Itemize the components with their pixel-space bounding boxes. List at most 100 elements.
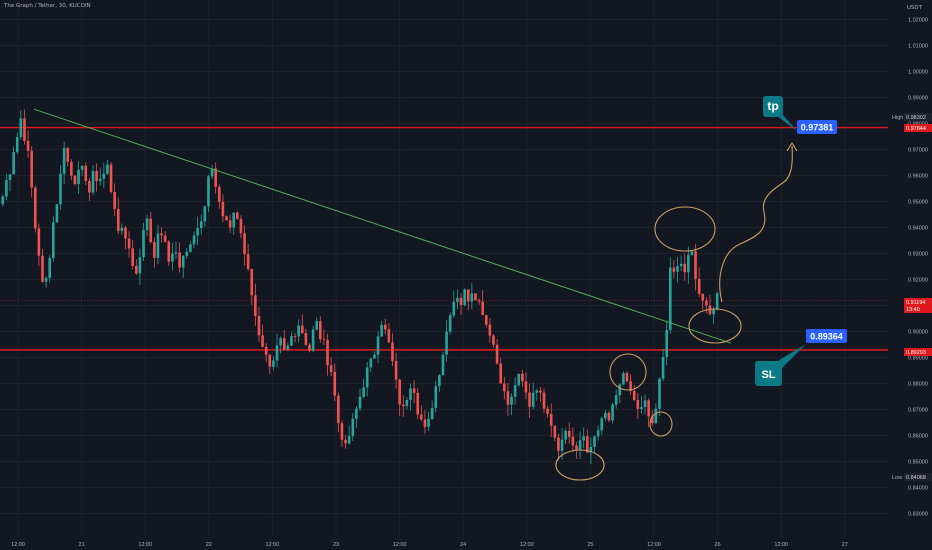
candle [261, 324, 264, 348]
candle [160, 227, 163, 243]
circle-bottom-marker[interactable] [555, 449, 605, 481]
low-label: Low [892, 475, 902, 481]
candle [553, 425, 557, 442]
circle-right-shoulder-marker[interactable] [649, 411, 673, 437]
candle [632, 384, 636, 401]
candle [391, 333, 394, 367]
candle [701, 293, 705, 310]
candle-body [604, 412, 607, 419]
candle-body [163, 235, 167, 242]
candle-body [174, 252, 178, 254]
time-tick-label: 25 [587, 542, 593, 548]
candle [524, 372, 528, 400]
candle [80, 165, 84, 177]
candle [459, 293, 463, 315]
candle-body [315, 321, 319, 330]
candle [510, 393, 513, 416]
candle-body [308, 344, 311, 351]
candle [614, 389, 618, 409]
time-tick-label: 12:00 [138, 542, 152, 548]
candle [91, 165, 95, 196]
candle [203, 205, 207, 227]
high-label: High [892, 115, 903, 121]
time-axis[interactable]: 12:00 21 12:00 22 12:00 23 12:00 24 12:00 25 12:00… [11, 542, 848, 548]
candle [549, 403, 553, 437]
candle-body [542, 392, 546, 409]
candle [340, 420, 344, 447]
candle [55, 203, 59, 224]
price-tick-label: 0.83000 [908, 512, 928, 518]
candle-body [531, 392, 535, 407]
candle [333, 363, 337, 402]
candle [290, 332, 293, 347]
price-tick-label: 0.90000 [908, 330, 928, 336]
candle-body [632, 390, 636, 400]
candle-body [416, 393, 420, 415]
candle-body [705, 300, 708, 306]
circle-retest-marker[interactable] [688, 308, 742, 344]
candle-body [560, 439, 564, 451]
candle [463, 288, 466, 307]
candle [282, 329, 286, 350]
candle-body [575, 445, 578, 450]
tp-callout[interactable]: tp 0.97381 [763, 96, 837, 134]
candle [582, 427, 585, 449]
price-tick-label: 0.89000 [908, 356, 928, 362]
candle [409, 383, 412, 411]
candle [528, 383, 531, 419]
circle-top-marker[interactable] [654, 206, 716, 252]
candle-body [405, 399, 409, 407]
candle-body [160, 233, 163, 236]
candle-body [546, 408, 549, 414]
candle-body [113, 191, 116, 209]
candle [286, 342, 290, 352]
arrow-head[interactable] [786, 141, 798, 152]
time-tick-label: 24 [460, 542, 466, 548]
candle [225, 215, 228, 221]
candle [557, 433, 560, 461]
candle-body [290, 336, 293, 346]
circle-left-shoulder-marker[interactable] [609, 353, 647, 391]
candle-body [26, 140, 30, 151]
candle [586, 429, 589, 453]
candle-body [311, 329, 315, 351]
candle [373, 351, 376, 359]
candle-body [369, 358, 373, 368]
candle [705, 297, 708, 314]
candlesticks[interactable] [1, 109, 719, 465]
price-tick-label: 0.84000 [908, 486, 928, 492]
candle [308, 343, 311, 353]
candle-body [297, 325, 300, 337]
candle-body [553, 425, 557, 438]
time-tick-label: 12:00 [11, 542, 25, 548]
projected-path-curve[interactable] [719, 145, 793, 303]
candle-body [30, 150, 33, 188]
candle [344, 434, 347, 449]
candle [178, 242, 181, 273]
candle-body [578, 440, 582, 450]
candle-body [593, 436, 596, 447]
candle [210, 164, 214, 180]
candle-body [643, 400, 647, 408]
sl-label: SL [761, 369, 775, 381]
symbol-title[interactable]: The Graph / Tether, 30, KUCOIN [4, 3, 91, 9]
candle-body [80, 165, 84, 170]
candle [268, 353, 272, 375]
descending-trendline[interactable] [33, 108, 732, 344]
candle [506, 383, 510, 416]
candle-body [131, 248, 134, 267]
candle-body [427, 418, 430, 427]
candle [185, 247, 189, 259]
sl-callout[interactable]: SL 0.89364 [755, 329, 847, 386]
candle [481, 289, 484, 316]
tp-price-box [797, 120, 837, 134]
candle [383, 318, 387, 335]
candle-body [477, 300, 481, 302]
candle [665, 320, 668, 366]
sl-price: 0.89364 [810, 332, 843, 342]
candle-body [181, 256, 185, 268]
candle-body [434, 386, 438, 408]
price-axis[interactable]: 1.030001.020001.010001.000000.990000.980… [888, 0, 932, 550]
drawing-annotations[interactable] [555, 141, 798, 481]
